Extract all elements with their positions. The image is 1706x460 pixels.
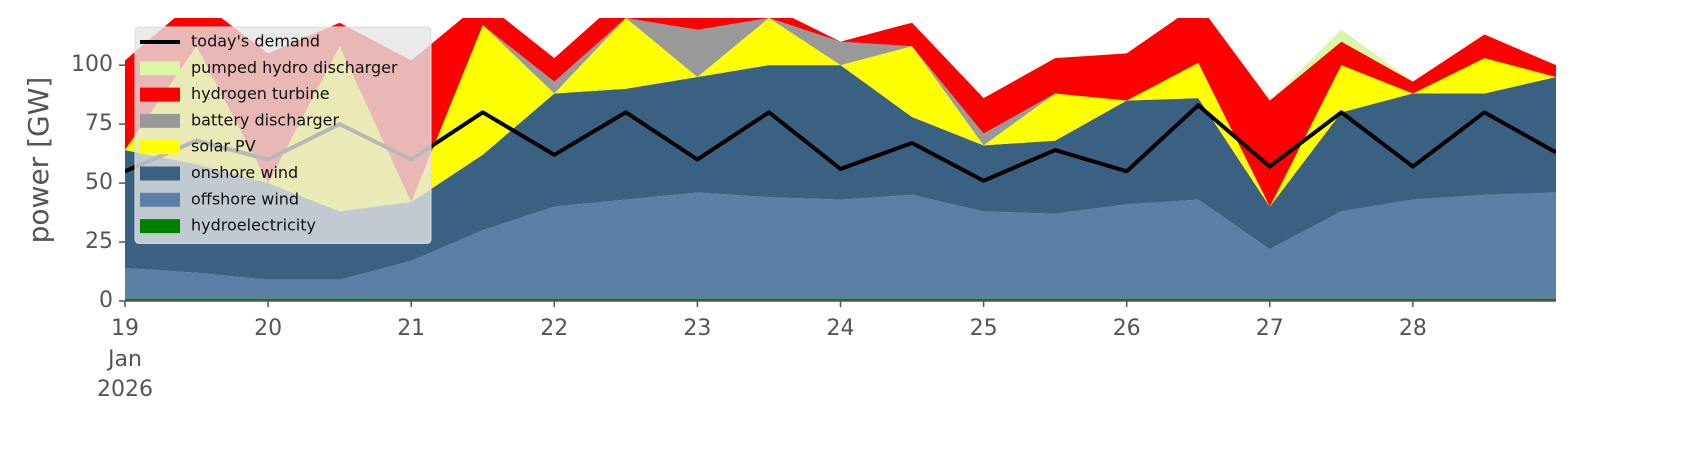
legend-patch <box>140 166 180 181</box>
y-tick-label: 100 <box>71 52 113 77</box>
x-tick-label: 21 <box>397 316 425 341</box>
area <box>125 18 1556 212</box>
x-tick-label: 28 <box>1399 316 1427 341</box>
legend-patch <box>140 140 180 155</box>
x-tick-sublabel: Jan <box>106 347 142 372</box>
x-tick-label: 24 <box>827 316 855 341</box>
y-tick-label: 50 <box>85 170 113 195</box>
x-tick-label: 23 <box>683 316 711 341</box>
legend-label: pumped hydro discharger <box>191 58 398 77</box>
legend-label: solar PV <box>191 137 256 156</box>
x-tick-label: 25 <box>970 316 998 341</box>
x-tick-label: 20 <box>254 316 282 341</box>
y-tick-label: 75 <box>85 111 113 136</box>
x-tick-label: 22 <box>540 316 568 341</box>
x-tick-sublabel: 2026 <box>97 377 153 402</box>
x-tick-label: 26 <box>1113 316 1141 341</box>
legend-label: today's demand <box>191 32 320 51</box>
x-tick-label: 27 <box>1256 316 1284 341</box>
legend-patch <box>140 113 180 128</box>
y-tick-label: 25 <box>85 229 113 254</box>
y-axis-label: power [GW] <box>22 77 55 244</box>
legend-label: onshore wind <box>191 163 298 182</box>
legend-box <box>134 26 432 244</box>
legend-patch <box>140 61 180 76</box>
area <box>125 18 1556 207</box>
y-tick-label: 0 <box>99 288 113 313</box>
legend-label: battery discharger <box>191 110 339 129</box>
legend-patch <box>140 192 180 207</box>
x-tick-label: 19 <box>111 316 139 341</box>
area <box>125 192 1556 299</box>
legend-label: hydroelectricity <box>191 216 316 235</box>
legend-label: offshore wind <box>191 189 299 208</box>
legend-patch <box>140 87 180 102</box>
area <box>125 65 1556 280</box>
legend-label: hydrogen turbine <box>191 84 330 103</box>
legend-patch <box>140 219 180 234</box>
